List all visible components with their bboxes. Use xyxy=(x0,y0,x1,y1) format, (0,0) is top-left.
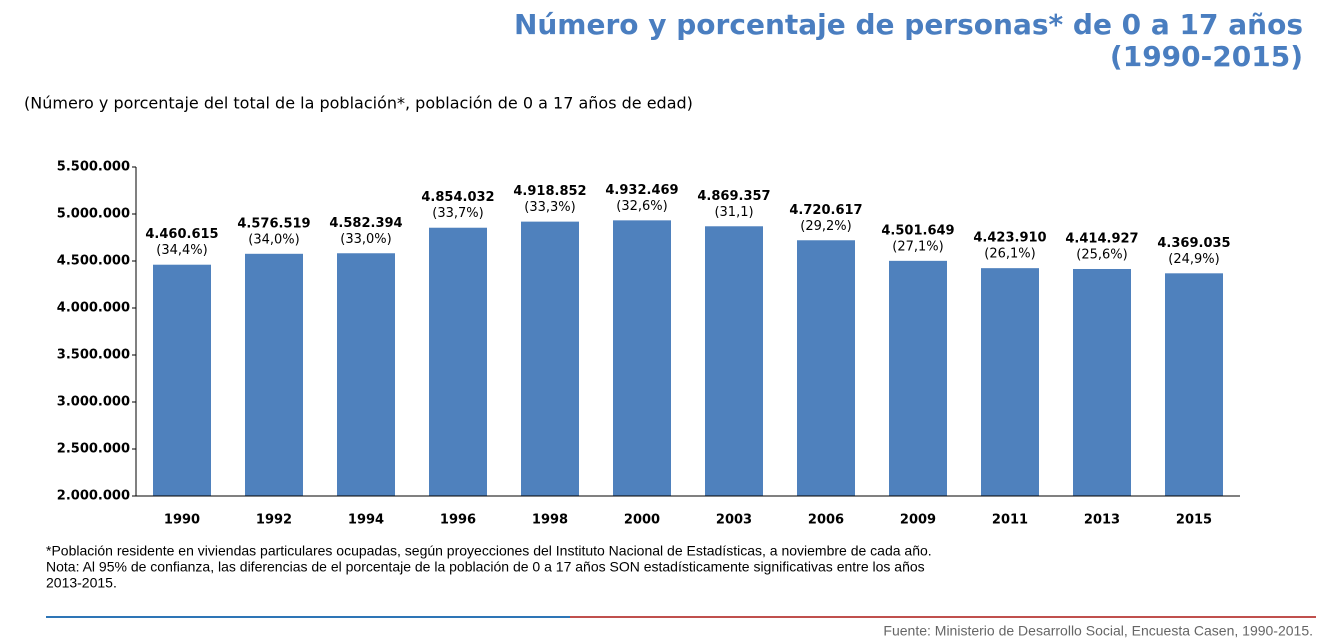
percent-label: (33,3%) xyxy=(524,200,575,215)
bar xyxy=(337,253,395,496)
x-tick-label: 2015 xyxy=(1176,513,1212,528)
bar xyxy=(705,226,763,496)
x-tick-label: 1998 xyxy=(532,513,568,528)
value-label: 4.582.394 xyxy=(329,216,402,231)
y-tick-label: 2.500.000 xyxy=(57,442,130,457)
bar xyxy=(245,253,303,496)
footnote: 2013-2015. xyxy=(46,575,117,591)
value-label: 4.932.469 xyxy=(605,183,678,198)
chart-subtitle: (Número y porcentaje del total de la pob… xyxy=(24,94,693,113)
bar xyxy=(1165,273,1223,496)
value-label: 4.854.032 xyxy=(421,190,494,205)
x-tick-label: 2006 xyxy=(808,513,844,528)
y-tick-label: 5.000.000 xyxy=(57,207,130,222)
x-tick-label: 1996 xyxy=(440,513,476,528)
x-tick-label: 2009 xyxy=(900,513,936,528)
chart-title: Número y porcentaje de personas* de 0 a … xyxy=(514,8,1303,41)
x-tick-label: 1990 xyxy=(164,513,200,528)
x-tick-label: 2000 xyxy=(624,513,660,528)
y-tick-label: 4.500.000 xyxy=(57,254,130,269)
footnote: *Población residente en viviendas partic… xyxy=(46,543,932,559)
value-label: 4.369.035 xyxy=(1157,236,1230,251)
x-tick-label: 1994 xyxy=(348,513,384,528)
bar xyxy=(429,227,487,496)
percent-label: (24,9%) xyxy=(1168,252,1219,267)
x-tick-label: 2011 xyxy=(992,513,1028,528)
chart-title: (1990-2015) xyxy=(1110,40,1303,73)
percent-label: (34,4%) xyxy=(156,243,207,258)
bar xyxy=(613,220,671,497)
y-tick-label: 4.000.000 xyxy=(57,301,130,316)
value-label: 4.720.617 xyxy=(789,203,862,218)
bar xyxy=(153,264,211,496)
percent-label: (26,1%) xyxy=(984,247,1035,262)
y-tick-label: 2.000.000 xyxy=(57,489,130,504)
value-label: 4.869.357 xyxy=(697,189,770,204)
x-tick-label: 2013 xyxy=(1084,513,1120,528)
bar xyxy=(981,268,1039,496)
bar xyxy=(797,240,855,496)
x-tick-label: 1992 xyxy=(256,513,292,528)
percent-label: (32,6%) xyxy=(616,199,667,214)
value-label: 4.423.910 xyxy=(973,231,1046,246)
footnote: Nota: Al 95% de confianza, las diferenci… xyxy=(46,559,925,575)
value-label: 4.501.649 xyxy=(881,223,954,238)
percent-label: (33,0%) xyxy=(340,232,391,247)
x-tick-label: 2003 xyxy=(716,513,752,528)
value-label: 4.918.852 xyxy=(513,184,586,199)
value-label: 4.414.927 xyxy=(1065,231,1138,246)
percent-label: (31,1) xyxy=(714,205,753,220)
bar xyxy=(521,221,579,496)
source: Fuente: Ministerio de Desarrollo Social,… xyxy=(883,623,1313,639)
y-tick-label: 5.500.000 xyxy=(57,160,130,175)
percent-label: (34,0%) xyxy=(248,232,299,247)
bar xyxy=(889,260,947,496)
divider xyxy=(570,616,1316,618)
percent-label: (33,7%) xyxy=(432,206,483,221)
percent-label: (29,2%) xyxy=(800,219,851,234)
percent-label: (25,6%) xyxy=(1076,247,1127,262)
y-tick-label: 3.000.000 xyxy=(57,395,130,410)
value-label: 4.576.519 xyxy=(237,216,310,231)
divider xyxy=(46,616,570,618)
percent-label: (27,1%) xyxy=(892,239,943,254)
bar xyxy=(1073,268,1131,496)
y-tick-label: 3.500.000 xyxy=(57,348,130,363)
value-label: 4.460.615 xyxy=(145,227,218,242)
